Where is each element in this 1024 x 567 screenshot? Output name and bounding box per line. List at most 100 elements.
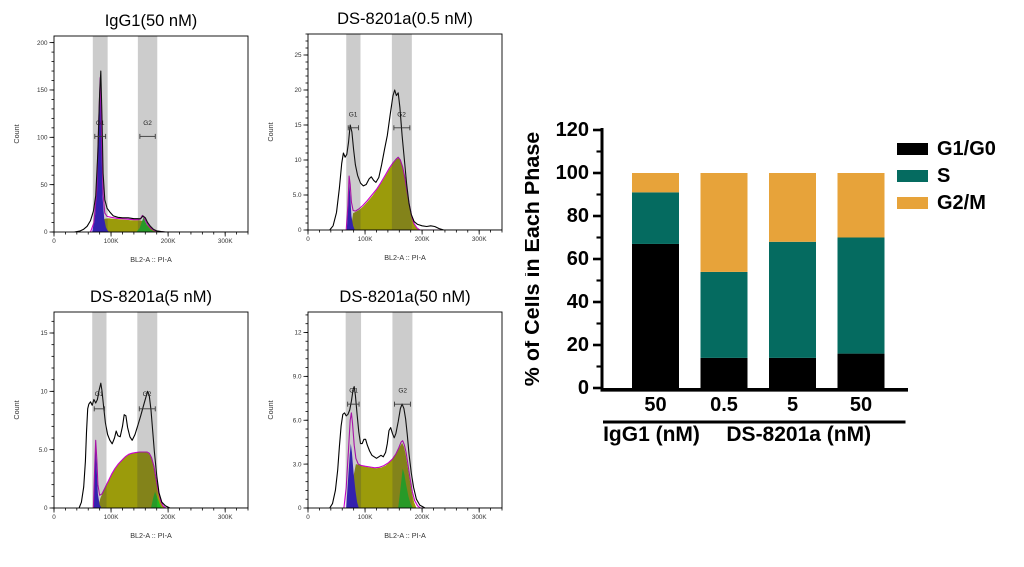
gate-label: G1: [95, 391, 104, 398]
gate-label: G1: [96, 120, 105, 127]
x-tick-label: 0: [306, 236, 310, 243]
bar-segment-g1g0: [837, 353, 885, 388]
plot-area: [329, 34, 502, 230]
x-axis-ticks: [53, 508, 249, 513]
legend-label: S: [937, 165, 950, 187]
y-axis-ticks: [49, 320, 54, 509]
category-label: 0.5: [710, 394, 738, 416]
total-line: [329, 89, 502, 230]
y-tick-label: 10: [294, 157, 302, 164]
gate-bracket-g1: [93, 406, 105, 412]
x-tick-label: 300K: [472, 236, 488, 243]
gate-label: G2: [143, 120, 152, 127]
bar-0: [632, 173, 679, 388]
x-tick-label: 200K: [415, 514, 431, 521]
gate-bracket-g2: [138, 406, 156, 412]
y-axis-title: Count: [12, 124, 21, 143]
bar-segment-g2m: [632, 173, 679, 193]
bar-segment-g1g0: [700, 357, 748, 388]
model-line: [89, 77, 248, 232]
plot-area: [74, 36, 248, 232]
group-label: IgG1 (nM): [603, 423, 700, 446]
y-tick-label: 0: [298, 227, 302, 234]
stacked-bar-chart: 0 20 40 60 80 100 120 50 0.5 5 50 IgG1 (nM) DS-8201a…: [525, 85, 1024, 485]
y-tick-label: 60: [567, 248, 589, 270]
gate-band-g1: [92, 36, 108, 232]
y-tick-label: 50: [40, 182, 48, 189]
legend-swatch-g1g0: [897, 143, 928, 155]
y-tick-label: 3.0: [293, 461, 302, 468]
bar-2: [769, 173, 816, 388]
y-tick-label: 100: [37, 135, 48, 142]
y-tick-label: 20: [567, 334, 589, 356]
bar-segment-g1g0: [632, 243, 679, 388]
x-tick-label: 0: [52, 238, 56, 245]
gate-label: G1: [349, 112, 358, 119]
bar-segment-g2m: [837, 173, 885, 238]
x-tick-label: 100K: [104, 514, 120, 521]
group-label: DS-8201a (nM): [726, 423, 871, 446]
x-tick-label: 200K: [161, 238, 177, 245]
flow-panel-ds8201a-5nm: DS-8201a(5 nM) G1 G2 0 100K 200K 300K 0 5.0 10 15 B…: [8, 286, 258, 558]
y-tick-label: 80: [567, 205, 589, 227]
gate-label: G2: [397, 112, 406, 119]
g2-fill: [136, 217, 156, 232]
x-tick-label: 300K: [472, 514, 488, 521]
plot-frame: [307, 311, 503, 509]
flow-histogram-svg: DS-8201a(50 nM) G1 G2 0 100K 200K 300K 0 3.0 6.0 9…: [266, 288, 503, 540]
gate-band-g2: [392, 312, 413, 508]
bar-segment-g2m: [769, 173, 816, 242]
gate-band-g1: [346, 34, 361, 230]
x-tick-label: 300K: [218, 238, 234, 245]
gate-band-g1: [92, 312, 107, 508]
bar-segment-s: [700, 271, 748, 358]
flow-panel-title: IgG1(50 nM): [105, 12, 198, 30]
y-tick-label: 9.0: [293, 374, 302, 381]
x-tick-label: 200K: [161, 514, 177, 521]
bar-segment-g2m: [700, 173, 748, 272]
y-tick-label: 6.0: [293, 417, 302, 424]
x-axis-ticks: [307, 230, 503, 235]
y-tick-label: 200: [37, 40, 48, 47]
gate-label: G2: [143, 391, 152, 398]
gate-label: G1: [349, 387, 358, 394]
y-axis-title: Count: [266, 122, 275, 141]
y-axis-title: % of Cells in Each Phase: [525, 132, 544, 387]
y-tick-label: 150: [37, 87, 48, 94]
y-tick-label: 20: [294, 87, 302, 94]
flow-panel-ds8201a-50nm: DS-8201a(50 nM) G1 G2 0 100K 200K 300K 0 3.0 6.0 9…: [262, 286, 512, 558]
plot-area: [329, 312, 502, 508]
bar-segment-s: [837, 237, 885, 354]
x-tick-label: 200K: [415, 236, 431, 243]
y-tick-label: 25: [294, 52, 302, 59]
legend-swatch-g2m: [897, 197, 928, 209]
gate-bracket-g1: [94, 133, 107, 139]
s-phase-fill: [97, 452, 165, 508]
bar-segment-g1g0: [769, 357, 816, 388]
bar-chart-svg: 0 20 40 60 80 100 120 50 0.5 5 50 IgG1 (nM) DS-8201a…: [525, 119, 996, 446]
y-axis-title: Count: [266, 400, 275, 419]
flow-panel-ds8201a-0p5nm: DS-8201a(0.5 nM) G1 G2 0 100K 200K 300K 0 5.0 10 1…: [262, 8, 512, 280]
g2-fill: [398, 468, 413, 508]
gate-bracket-g2: [139, 133, 156, 139]
y-tick-label: 15: [40, 330, 48, 337]
flow-histogram-svg: IgG1(50 nM) G1 G2 0 100K 200K 300K 0 50 100 150 200…: [12, 12, 249, 264]
total-line: [78, 382, 248, 508]
y-axis-ticks: [303, 314, 308, 509]
flow-panel-title: DS-8201a(5 nM): [90, 288, 212, 306]
gate-label: G2: [398, 387, 407, 394]
flow-panel-title: DS-8201a(0.5 nM): [337, 10, 473, 28]
y-tick-label: 0: [298, 505, 302, 512]
y-tick-label: 5.0: [293, 192, 302, 199]
x-tick-label: 100K: [358, 514, 374, 521]
x-axis-title: BL2-A :: PI-A: [130, 531, 172, 540]
y-axis-title: Count: [12, 400, 21, 419]
x-axis-title: BL2-A :: PI-A: [384, 253, 426, 262]
s-phase-fill: [350, 157, 420, 230]
bar-3: [837, 173, 885, 388]
flow-histogram-svg: DS-8201a(5 nM) G1 G2 0 100K 200K 300K 0 5.0 10 15 B…: [12, 288, 249, 540]
y-tick-label: 120: [556, 119, 589, 141]
plot-frame: [53, 35, 249, 233]
y-tick-label: 12: [294, 330, 302, 337]
